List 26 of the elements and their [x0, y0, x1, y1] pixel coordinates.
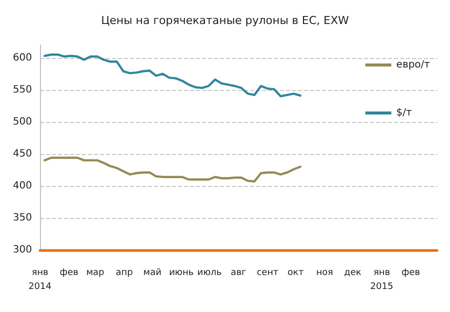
x-tick-label: июнь	[169, 268, 194, 278]
x-tick-label: авг	[230, 268, 247, 278]
x-tick-label: янв 2014	[28, 268, 52, 292]
y-tick-label: 550	[12, 84, 32, 96]
x-tick-label: окт	[288, 268, 304, 278]
x-tick-label: июль	[197, 268, 222, 278]
y-tick-label: 350	[12, 212, 32, 224]
x-tick-label: дек	[344, 268, 362, 278]
y-tick-label: 400	[12, 180, 32, 192]
y-tick-label: 450	[12, 148, 32, 160]
x-tick-label: сент	[256, 268, 278, 278]
legend-label: $/т	[396, 108, 412, 118]
x-tick-label: ноя	[316, 268, 334, 278]
y-tick-label: 600	[12, 52, 32, 64]
y-tick-label: 500	[12, 116, 32, 128]
chart-title: Цены на горячекатаные рулоны в ЕС, EXW	[101, 14, 349, 27]
x-tick-label: апр	[116, 268, 134, 278]
x-tick-label: фев	[402, 268, 420, 278]
legend-label: евро/т	[396, 60, 430, 70]
x-tick-label: янв 2015	[370, 268, 394, 292]
line-series	[44, 156, 302, 183]
line-series	[44, 54, 302, 98]
x-tick-label: мар	[86, 268, 105, 278]
y-tick-label: 300	[12, 244, 32, 256]
x-tick-label: фев	[60, 268, 78, 278]
x-tick-label: май	[143, 268, 162, 278]
